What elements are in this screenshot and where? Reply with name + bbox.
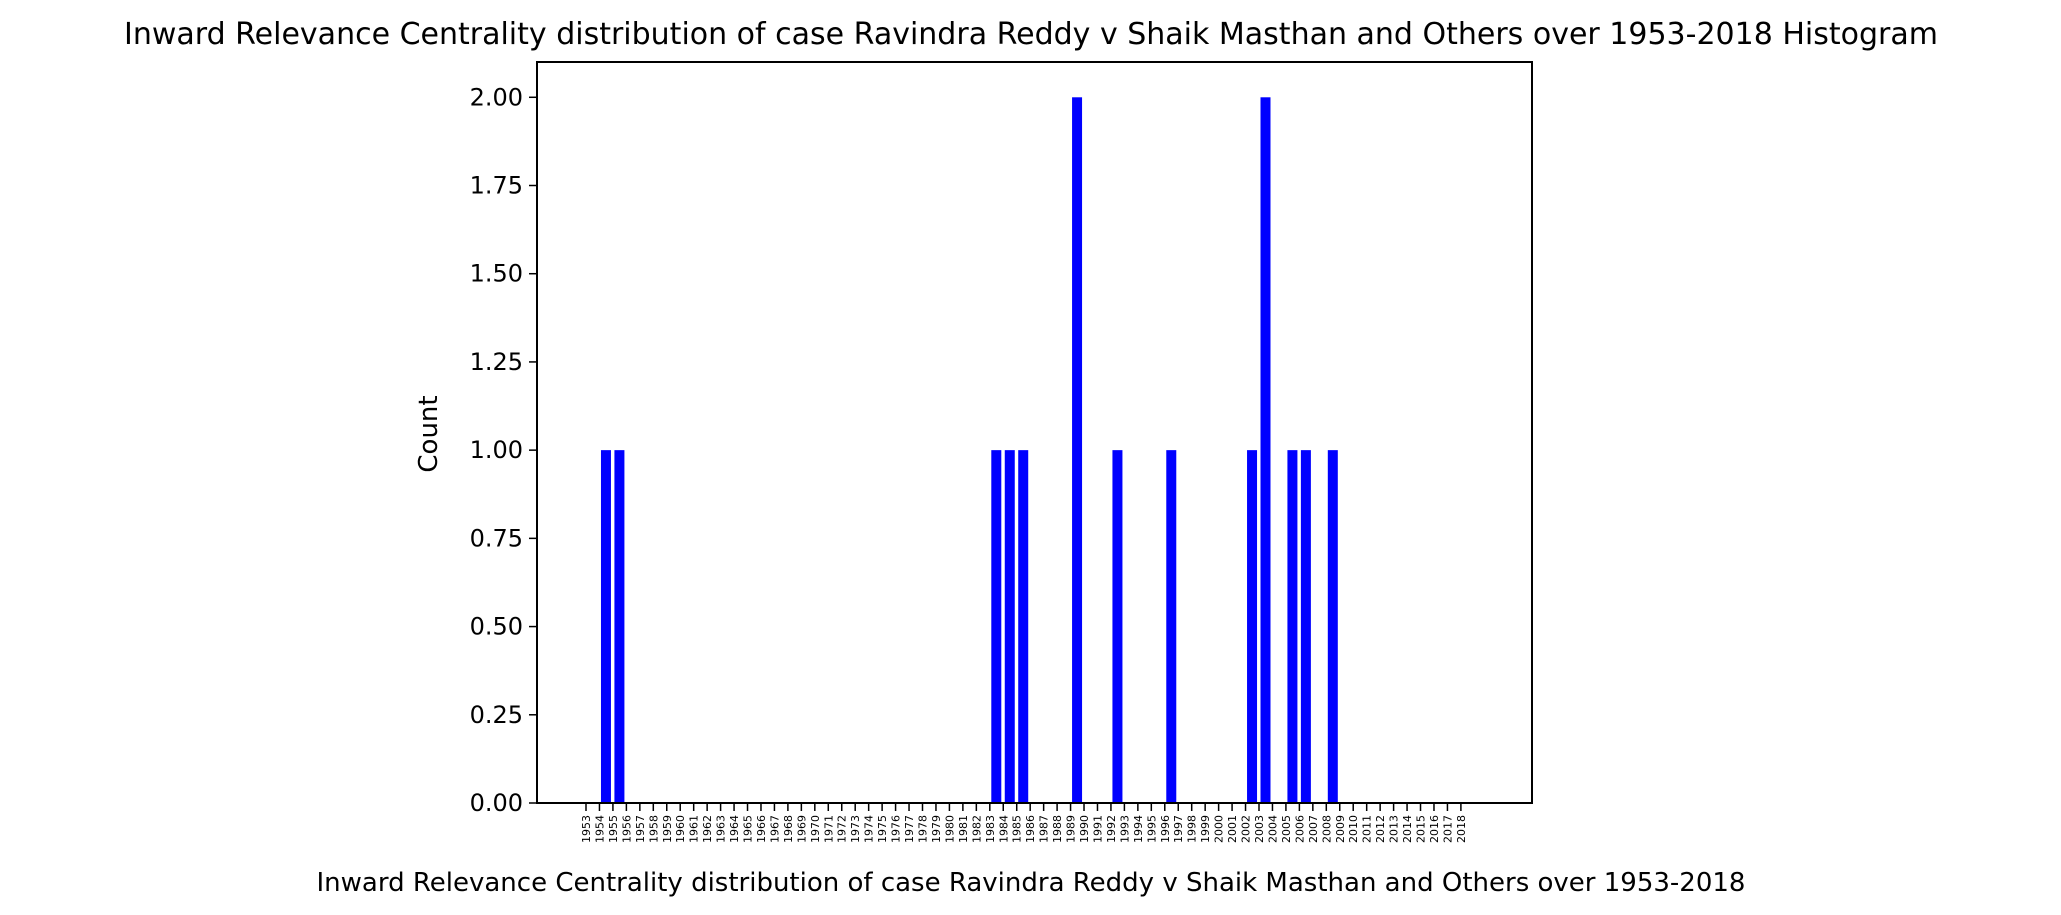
bar-1989	[1072, 97, 1083, 804]
x-tick-label-2012: 2012	[1374, 815, 1387, 843]
x-tick-label-1975: 1975	[876, 815, 889, 843]
x-tick-label-2015: 2015	[1415, 815, 1428, 843]
x-tick-label-2018: 2018	[1455, 815, 1468, 843]
x-tick-label-1984: 1984	[997, 815, 1010, 843]
x-tick-label-1982: 1982	[970, 815, 983, 843]
y-tick-label-0.50: 0.50	[470, 613, 523, 641]
y-tick-label-1.25: 1.25	[470, 348, 523, 376]
x-tick-label-1986: 1986	[1024, 815, 1037, 843]
x-tick-label-1957: 1957	[634, 815, 647, 843]
x-tick-label-1983: 1983	[984, 815, 997, 843]
x-tick-label-1969: 1969	[795, 815, 808, 843]
y-tick-label-0.25: 0.25	[470, 701, 523, 729]
bar-2002	[1247, 450, 1258, 803]
x-tick-label-2004: 2004	[1266, 815, 1279, 843]
x-tick-label-1960: 1960	[674, 815, 687, 843]
x-tick-label-1974: 1974	[863, 815, 876, 843]
x-axis-ticks: 1953 1954 1955 1956 1957 1958 1959 1960 1961 1962…	[580, 803, 1468, 843]
x-tick-label-2017: 2017	[1441, 815, 1454, 843]
x-tick-label-1997: 1997	[1172, 815, 1185, 843]
x-tick-label-1996: 1996	[1159, 815, 1172, 843]
x-tick-label-1990: 1990	[1078, 815, 1091, 843]
x-tick-label-1979: 1979	[930, 815, 943, 843]
x-tick-label-1954: 1954	[593, 815, 606, 843]
x-tick-label-2016: 2016	[1428, 815, 1441, 843]
y-axis-label: Count	[414, 395, 444, 472]
x-tick-label-1953: 1953	[580, 815, 593, 843]
bar-1992	[1112, 450, 1123, 803]
x-tick-label-1987: 1987	[1038, 815, 1051, 843]
x-axis-label: Inward Relevance Centrality distribution…	[317, 868, 1746, 898]
x-tick-label-1978: 1978	[917, 815, 930, 843]
bar-1996	[1166, 450, 1177, 803]
x-tick-label-1956: 1956	[620, 815, 633, 843]
x-tick-label-1977: 1977	[903, 815, 916, 843]
x-tick-label-1980: 1980	[943, 815, 956, 843]
bar-series	[600, 97, 1338, 804]
x-tick-label-2007: 2007	[1307, 815, 1320, 843]
x-tick-label-2010: 2010	[1347, 815, 1360, 843]
x-tick-label-2000: 2000	[1213, 815, 1226, 843]
x-tick-label-1971: 1971	[822, 815, 835, 843]
x-tick-label-1973: 1973	[849, 815, 862, 843]
x-tick-label-1998: 1998	[1186, 815, 1199, 843]
x-tick-label-1962: 1962	[701, 815, 714, 843]
x-tick-label-2002: 2002	[1240, 815, 1253, 843]
bar-1954	[600, 450, 611, 803]
x-tick-label-2008: 2008	[1320, 815, 1333, 843]
y-tick-label-0.75: 0.75	[470, 524, 523, 552]
x-tick-label-2009: 2009	[1334, 815, 1347, 843]
x-tick-label-1991: 1991	[1091, 815, 1104, 843]
y-tick-label-1.50: 1.50	[470, 260, 523, 288]
y-tick-label-1.00: 1.00	[470, 436, 523, 464]
bar-1985	[1018, 450, 1029, 803]
x-tick-label-1959: 1959	[661, 815, 674, 843]
x-tick-label-1958: 1958	[647, 815, 660, 843]
x-tick-label-1994: 1994	[1132, 815, 1145, 843]
x-tick-label-1985: 1985	[1011, 815, 1024, 843]
x-tick-label-2005: 2005	[1280, 815, 1293, 843]
chart-title: Inward Relevance Centrality distribution…	[124, 17, 1938, 52]
y-tick-label-0.00: 0.00	[470, 789, 523, 817]
x-tick-label-1970: 1970	[809, 815, 822, 843]
x-tick-label-1989: 1989	[1065, 815, 1078, 843]
x-tick-label-1965: 1965	[742, 815, 755, 843]
x-tick-label-1968: 1968	[782, 815, 795, 843]
x-tick-label-2003: 2003	[1253, 815, 1266, 843]
bar-2003	[1260, 97, 1271, 804]
x-tick-label-1981: 1981	[957, 815, 970, 843]
y-tick-label-1.75: 1.75	[470, 172, 523, 200]
x-tick-label-2001: 2001	[1226, 815, 1239, 843]
x-tick-label-1988: 1988	[1051, 815, 1064, 843]
x-tick-label-2011: 2011	[1361, 815, 1374, 843]
x-tick-label-1995: 1995	[1145, 815, 1158, 843]
x-tick-label-1963: 1963	[715, 815, 728, 843]
bar-1983	[991, 450, 1002, 803]
x-tick-label-1992: 1992	[1105, 815, 1118, 843]
x-tick-label-2014: 2014	[1401, 815, 1414, 843]
x-tick-label-2006: 2006	[1293, 815, 1306, 843]
y-axis-ticks: 0.00 0.25 0.50 0.75 1.00 1.25 1.50 1.75 2.00	[470, 83, 537, 817]
plot-area-frame	[536, 61, 1533, 804]
bar-1955	[614, 450, 625, 803]
x-tick-label-1993: 1993	[1118, 815, 1131, 843]
x-tick-label-1967: 1967	[768, 815, 781, 843]
bar-1984	[1004, 450, 1015, 803]
x-tick-label-1999: 1999	[1199, 815, 1212, 843]
x-tick-label-1972: 1972	[836, 815, 849, 843]
x-tick-label-1955: 1955	[607, 815, 620, 843]
bar-2008	[1327, 450, 1338, 803]
y-tick-label-2.00: 2.00	[470, 83, 523, 111]
x-tick-label-2013: 2013	[1388, 815, 1401, 843]
bar-2006	[1300, 450, 1311, 803]
x-tick-label-1966: 1966	[755, 815, 768, 843]
bar-2005	[1287, 450, 1298, 803]
x-tick-label-1976: 1976	[890, 815, 903, 843]
x-tick-label-1961: 1961	[688, 815, 701, 843]
x-tick-label-1964: 1964	[728, 815, 741, 843]
